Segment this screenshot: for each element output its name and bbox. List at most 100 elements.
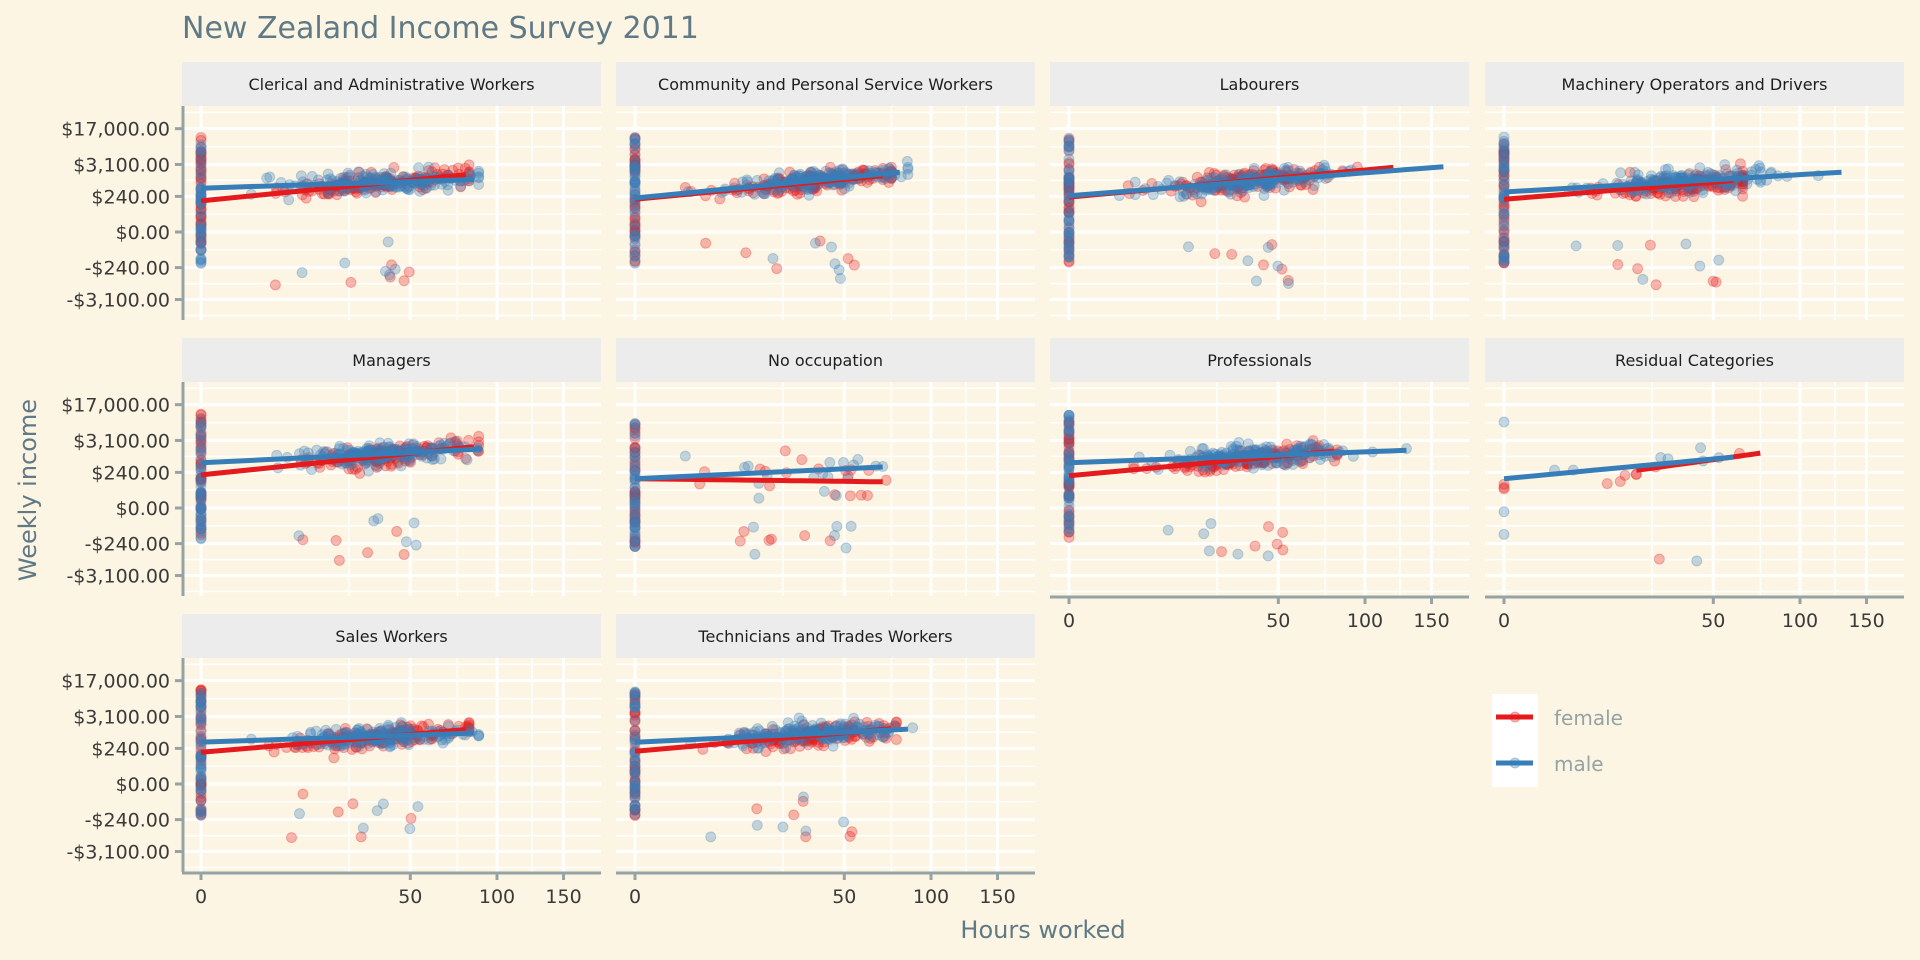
male-point <box>806 166 818 178</box>
male-point <box>195 245 207 257</box>
female-point <box>1063 245 1075 257</box>
female-point <box>629 176 641 188</box>
female-point <box>362 547 374 559</box>
male-point <box>195 522 207 534</box>
y-axis-title: Weekly income <box>14 399 42 581</box>
facet-strip <box>1050 62 1469 106</box>
female-point <box>629 230 641 242</box>
female-point <box>1063 226 1075 238</box>
data-points <box>1063 409 1412 562</box>
female-point <box>195 147 207 159</box>
female-point <box>1654 188 1666 200</box>
female-point <box>195 215 207 227</box>
male-point <box>1498 224 1510 236</box>
male-point <box>195 167 207 179</box>
male-point <box>195 795 207 807</box>
male-point <box>195 237 207 249</box>
male-point <box>1498 243 1510 255</box>
male-point <box>1498 251 1510 263</box>
y-tick-label: $17,000.00 <box>61 119 170 141</box>
female-point <box>195 229 207 241</box>
legend-point-female <box>1509 711 1521 723</box>
male-point <box>1498 416 1510 428</box>
facet-panel: No occupation <box>616 338 1035 596</box>
male-point <box>800 825 812 837</box>
female-point <box>1677 190 1689 202</box>
female-point <box>1270 182 1282 194</box>
male-point <box>1162 524 1174 536</box>
male-point <box>838 183 850 195</box>
male-point <box>1498 139 1510 151</box>
female-point <box>1498 232 1510 244</box>
male-point <box>629 217 641 229</box>
legend-label-female: female <box>1554 706 1623 730</box>
male-point <box>797 791 809 803</box>
male-point <box>1063 236 1075 248</box>
female-point <box>1498 170 1510 182</box>
male-point <box>1063 437 1075 449</box>
female-point <box>1498 251 1510 263</box>
female-point <box>824 161 836 173</box>
male-point <box>360 187 372 199</box>
facet-strip-label: Clerical and Administrative Workers <box>248 75 534 94</box>
female-point <box>700 237 712 249</box>
male-point <box>1198 528 1210 540</box>
male-point <box>1262 550 1274 562</box>
male-point <box>629 177 641 189</box>
x-tick-label: 100 <box>1347 610 1383 632</box>
male-point <box>1063 211 1075 223</box>
male-point <box>383 269 395 281</box>
male-point <box>195 220 207 232</box>
female-point <box>629 164 641 176</box>
male-point <box>1063 251 1075 263</box>
female-point <box>195 228 207 240</box>
female-point <box>351 187 363 199</box>
male-point <box>1498 251 1510 263</box>
male-point <box>1260 441 1272 453</box>
female-point <box>738 525 750 537</box>
female-point <box>195 244 207 256</box>
male-point <box>1063 141 1075 153</box>
male-point <box>306 170 318 182</box>
male-point <box>1258 190 1270 202</box>
female-point <box>1660 190 1672 202</box>
male-point <box>1498 160 1510 172</box>
male-point <box>378 168 390 180</box>
male-point <box>461 454 473 466</box>
male-point <box>195 475 207 487</box>
female-point <box>195 236 207 248</box>
male-point <box>629 714 641 726</box>
male-point <box>1191 188 1203 200</box>
male-point <box>408 438 420 450</box>
female-point <box>195 172 207 184</box>
male-point <box>377 798 389 810</box>
male-point <box>1498 174 1510 186</box>
female-point <box>1063 180 1075 192</box>
female-point <box>1284 181 1296 193</box>
female-point <box>195 157 207 169</box>
y-tick-label: -$240.00 <box>85 534 170 556</box>
female-point <box>1498 166 1510 178</box>
female-point <box>844 830 856 842</box>
male-point <box>1731 164 1743 176</box>
female-point <box>1612 259 1624 271</box>
male-point <box>370 186 382 198</box>
male-point <box>902 161 914 173</box>
male-point <box>1182 241 1194 253</box>
female-point <box>1063 232 1075 244</box>
male-point <box>1308 180 1320 192</box>
female-point <box>629 249 641 261</box>
male-point <box>195 243 207 255</box>
male-point <box>1498 135 1510 147</box>
female-point <box>195 233 207 245</box>
male-point <box>195 171 207 183</box>
female-point <box>629 132 641 144</box>
female-point <box>1720 164 1732 176</box>
facet-panel: Managers -$3,100.00 -$240.00 $0.00 $240.00 $3… <box>61 338 601 596</box>
female-point <box>1498 146 1510 158</box>
female-point <box>1063 177 1075 189</box>
female-point <box>629 256 641 268</box>
female-point <box>629 154 641 166</box>
female-point <box>796 454 808 466</box>
